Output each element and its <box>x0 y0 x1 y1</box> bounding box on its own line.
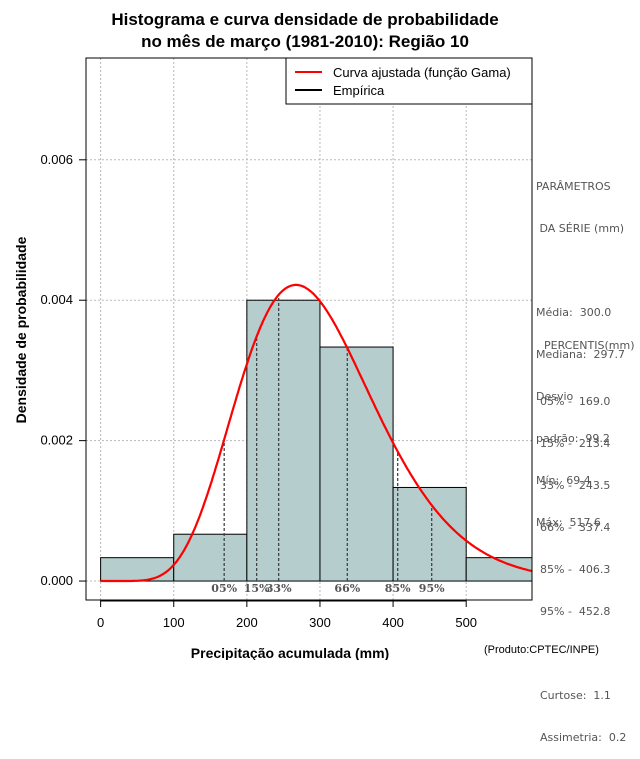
y-tick-label: 0.002 <box>40 433 73 448</box>
parameters-header-1: PARÂMETROS <box>536 180 611 193</box>
y-axis: 0.000 0.002 0.004 0.006 <box>40 152 87 588</box>
param-min: Mín: 69.4 <box>536 474 591 487</box>
x-tick-label: 100 <box>163 615 185 630</box>
histogram-bar <box>319 346 394 582</box>
x-axis: 0 100 200 300 400 500 <box>97 600 477 630</box>
param-mediana: Mediana: 297.7 <box>536 348 625 361</box>
histogram-bar <box>246 299 321 582</box>
percentis-header: PERCENTIS(mm) <box>544 339 635 352</box>
x-tick-label: 300 <box>309 615 331 630</box>
percentile-label: 15% <box>244 582 270 595</box>
percentile-lines <box>223 294 433 582</box>
param-media: Média: 300.0 <box>536 306 612 319</box>
x-tick-label: 500 <box>455 615 477 630</box>
fitted-curve-group <box>100 283 532 583</box>
y-axis-label: Densidade de probabilidade <box>13 236 29 423</box>
param-max: Máx: 517.6 <box>536 516 601 529</box>
stat-assimetria: Assimetria: 0.2 <box>540 731 627 744</box>
histogram-bars <box>100 299 532 582</box>
legend-box <box>285 57 533 105</box>
x-tick-label: 400 <box>382 615 404 630</box>
histogram-bar <box>173 533 248 582</box>
percentil-row: 66% - 337.4 <box>540 521 611 534</box>
percentile-label: 95% <box>419 582 445 595</box>
percentil-row: 15% - 213.4 <box>540 437 611 450</box>
y-tick-label: 0.006 <box>40 152 73 167</box>
x-tick-label: 0 <box>97 615 104 630</box>
x-tick-label: 200 <box>236 615 258 630</box>
source-note: (Produto:CPTEC/INPE) <box>484 644 599 656</box>
percentile-label: 66% <box>334 582 360 595</box>
param-desvio-value: padrão: 99.2 <box>536 432 610 445</box>
percentile-labels: 05% 15%33% 66% 85% 95% <box>211 582 445 595</box>
chart-title-line-2: no mês de março (1981-2010): Região 10 <box>141 32 469 51</box>
histogram-bar <box>465 557 532 582</box>
percentil-row: 05% - 169.0 <box>540 395 611 408</box>
parameters-header-2: DA SÉRIE (mm) <box>536 222 625 235</box>
percentile-label: 05% <box>211 582 237 595</box>
legend-label-empirical: Empírica <box>333 83 385 98</box>
y-tick-label: 0.004 <box>40 292 73 307</box>
percentil-row: 85% - 406.3 <box>540 563 611 576</box>
spacer <box>540 647 626 661</box>
fitted-curve-line <box>100 283 532 583</box>
chart-title-line-1: Histograma e curva densidade de probabil… <box>111 10 498 29</box>
stat-curtose: Curtose: 1.1 <box>540 689 611 702</box>
x-axis-label: Precipitação acumulada (mm) <box>191 645 389 660</box>
percentil-row: 95% - 452.8 <box>540 605 611 618</box>
legend-label-fitted: Curva ajustada (função Gama) <box>333 65 511 80</box>
spacer <box>536 264 625 278</box>
legend: Curva ajustada (função Gama) Empírica <box>285 57 533 105</box>
percentis-panel: 05% - 169.0 15% - 213.4 33% - 243.5 66% … <box>540 367 626 759</box>
percentile-label: 33% <box>266 582 292 595</box>
param-desvio-label: Desvio <box>536 390 574 403</box>
histogram-chart: Histograma e curva densidade de probabil… <box>13 10 599 660</box>
percentil-row: 33% - 243.5 <box>540 479 611 492</box>
histogram-bar <box>100 557 175 582</box>
parameters-panel: PARÂMETROS DA SÉRIE (mm) Média: 300.0 Me… <box>536 152 625 544</box>
y-tick-label: 0.000 <box>40 573 73 588</box>
percentile-label: 85% <box>385 582 411 595</box>
